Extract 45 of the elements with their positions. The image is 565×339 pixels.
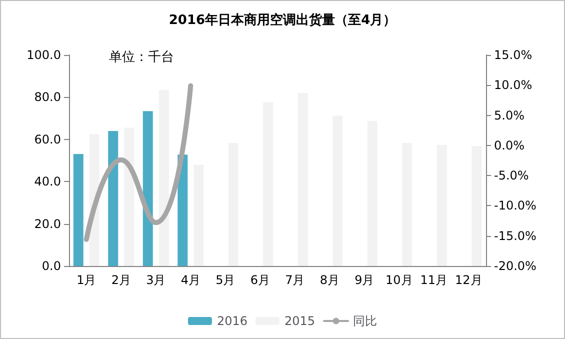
y2-tick-label: -5.0% [494,168,529,183]
bar [124,128,134,266]
x-tick-label: 12月 [454,273,482,287]
bar [228,142,238,266]
legend-label: 2015 [284,314,316,328]
annotation: 单位：千台 [109,50,174,65]
bar [158,90,169,266]
x-tick-label: 2月 [111,273,131,287]
y-tick-label: 20.0 [34,216,61,231]
x-tick-label: 9月 [354,273,374,287]
y2-tick-label: -10.0% [494,198,536,213]
y-tick-label: 0.0 [42,259,61,273]
y2-tick-label: -15.0% [494,228,536,243]
x-tick-label: 1月 [76,273,96,287]
bar [108,130,118,266]
bar [472,146,482,266]
x-tick-label: 10月 [385,273,413,287]
y-tick-label: 60.0 [34,132,61,146]
legend-label: 同比 [353,314,378,328]
y2-tick-label: 10.0% [494,78,532,92]
x-tick-label: 3月 [146,273,166,287]
x-tick-label: 7月 [285,273,305,287]
x-tick-label: 6月 [250,273,270,287]
bar [298,92,308,266]
bar [367,120,378,266]
chart-title: 2016年日本商用空调出货量（至4月） [168,12,396,28]
y-tick-label: 80.0 [34,90,61,104]
legend-label: 2016 [216,314,248,328]
y-tick-label: 40.0 [34,174,61,189]
x-tick-label: 4月 [180,273,200,287]
bar [402,142,412,266]
bar [73,154,84,266]
bar [436,144,447,266]
bar [332,116,343,266]
x-tick-label: 11月 [420,273,448,287]
x-tick-label: 5月 [216,273,236,287]
bar [194,164,204,266]
y2-tick-label: -20.0% [494,259,536,273]
y2-tick-label: 5.0% [494,108,524,122]
bar [142,111,153,266]
bar [263,102,274,266]
x-tick-label: 8月 [320,273,340,287]
y2-tick-label: 0.0% [494,138,524,152]
y-tick-label: 100.0 [26,48,61,62]
y2-tick-label: 15.0% [494,48,532,62]
